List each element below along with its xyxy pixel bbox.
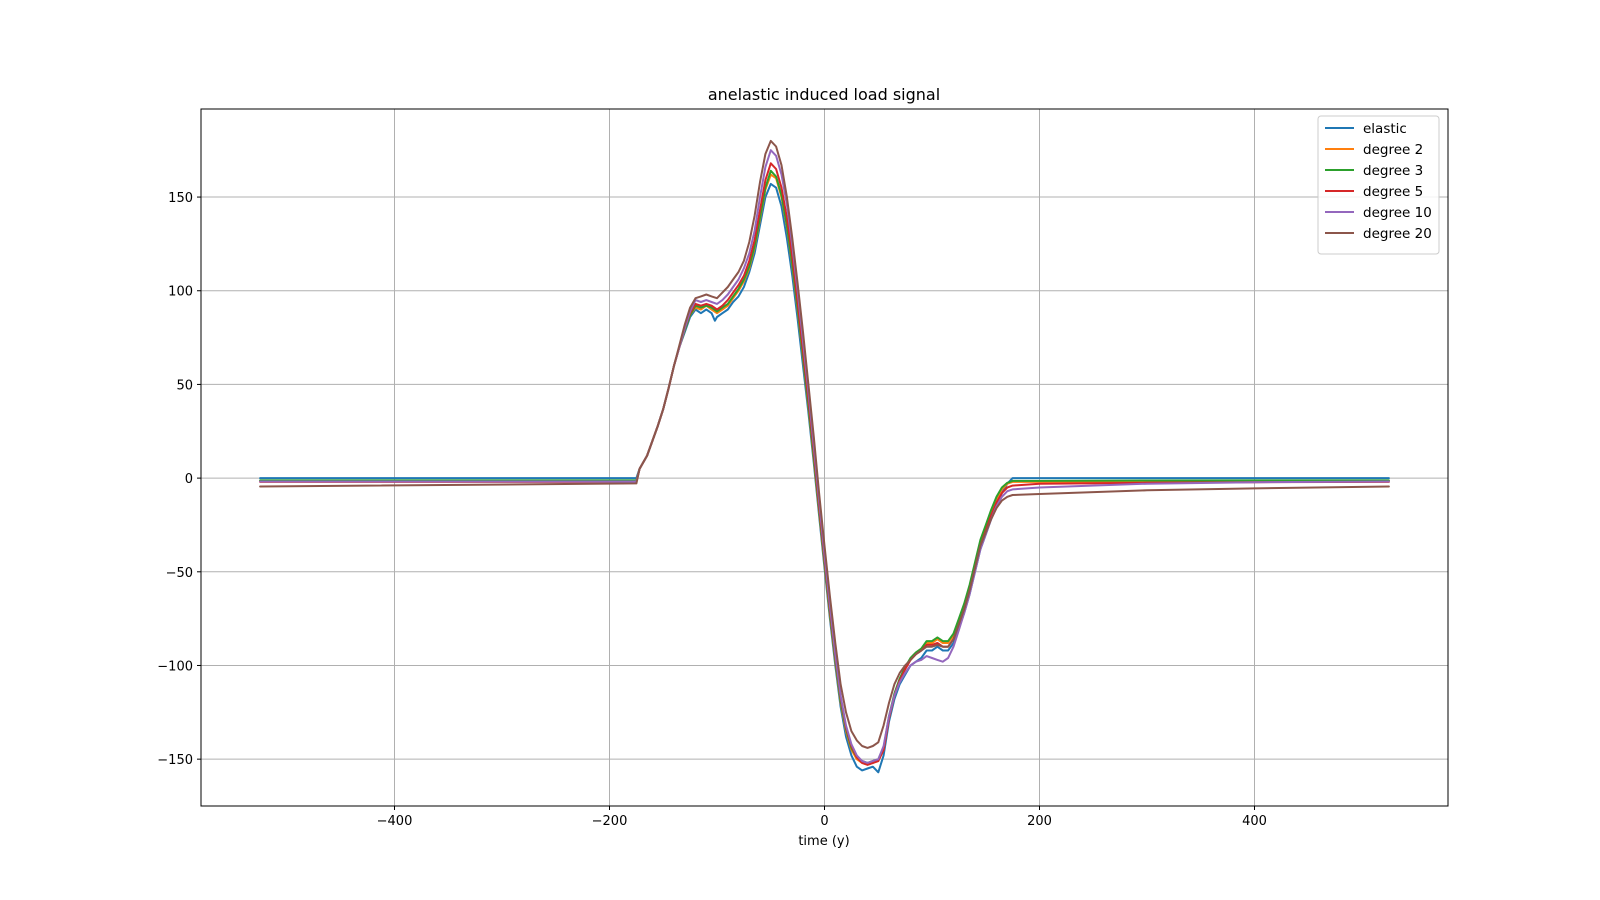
x-tick-label: −400	[377, 814, 413, 829]
chart-title: anelastic induced load signal	[708, 85, 940, 104]
y-tick-label: 100	[168, 285, 193, 300]
legend-entry-label: degree 2	[1363, 142, 1423, 158]
legend-entry-label: degree 20	[1363, 226, 1432, 242]
x-tick-label: −200	[592, 814, 628, 829]
x-axis: −400 −200 0 200 400	[377, 806, 1267, 829]
y-tick-label: −100	[157, 659, 193, 674]
x-tick-label: 400	[1242, 814, 1267, 829]
y-tick-label: −50	[166, 566, 193, 581]
legend-entry-label: degree 3	[1363, 163, 1423, 179]
legend-entry-label: degree 5	[1363, 184, 1423, 200]
legend-entry-label: degree 10	[1363, 205, 1432, 221]
x-axis-label: time (y)	[798, 834, 849, 849]
y-tick-label: 0	[185, 472, 193, 487]
x-tick-label: 200	[1027, 814, 1052, 829]
legend: elastic degree 2 degree 3 degree 5 degree 10…	[1317, 115, 1440, 255]
y-tick-label: 150	[168, 191, 193, 206]
legend-box	[1317, 115, 1440, 255]
y-axis: −150 −100 −50 0 50 100 150	[157, 191, 201, 768]
y-tick-label: −150	[157, 753, 193, 768]
legend-entry-label: elastic	[1363, 121, 1407, 137]
x-tick-label: 0	[820, 814, 828, 829]
series-line-degree-10	[259, 149, 1390, 764]
y-tick-label: 50	[176, 378, 193, 393]
series-layer	[259, 139, 1390, 774]
series-line-degree-20	[259, 139, 1390, 749]
